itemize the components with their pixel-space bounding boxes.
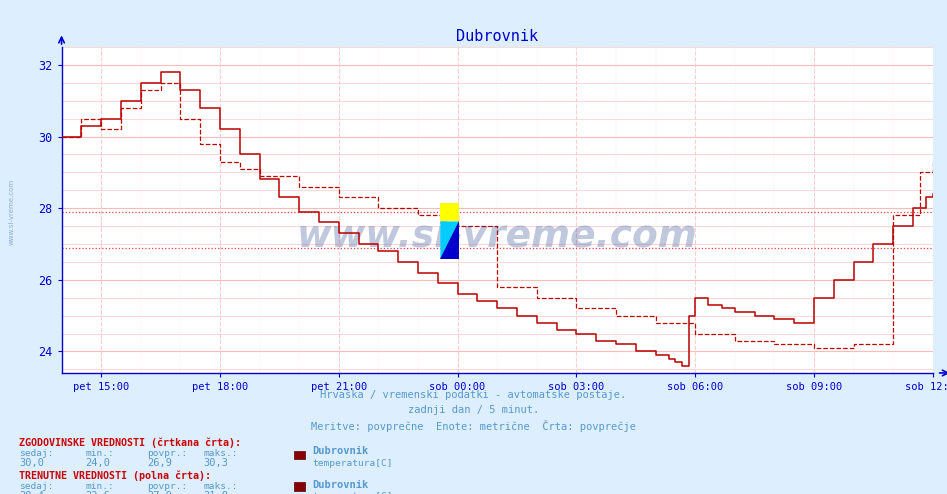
Bar	[440, 203, 459, 221]
Text: maks.:: maks.:	[204, 482, 238, 491]
Text: TRENUTNE VREDNOSTI (polna črta):: TRENUTNE VREDNOSTI (polna črta):	[19, 471, 211, 481]
Text: sedaj:: sedaj:	[19, 449, 53, 458]
Text: 31,8: 31,8	[204, 491, 228, 494]
Text: 30,0: 30,0	[19, 458, 44, 468]
Text: maks.:: maks.:	[204, 449, 238, 458]
Text: Dubrovnik: Dubrovnik	[313, 447, 368, 456]
Text: 26,9: 26,9	[147, 458, 171, 468]
Text: Dubrovnik: Dubrovnik	[313, 480, 368, 490]
Text: Meritve: povprečne  Enote: metrične  Črta: povprečje: Meritve: povprečne Enote: metrične Črta:…	[311, 420, 636, 432]
Text: 30,3: 30,3	[204, 458, 228, 468]
Text: zadnji dan / 5 minut.: zadnji dan / 5 minut.	[408, 406, 539, 415]
Text: temperatura[C]: temperatura[C]	[313, 459, 393, 468]
Text: 28,4: 28,4	[19, 491, 44, 494]
Text: povpr.:: povpr.:	[147, 449, 188, 458]
Text: 23,6: 23,6	[85, 491, 110, 494]
Text: min.:: min.:	[85, 482, 114, 491]
Text: povpr.:: povpr.:	[147, 482, 188, 491]
Text: www.si-vreme.com: www.si-vreme.com	[9, 179, 14, 246]
Text: Hrvaška / vremenski podatki - avtomatske postaje.: Hrvaška / vremenski podatki - avtomatske…	[320, 389, 627, 400]
Polygon shape	[440, 221, 459, 259]
Text: 27,9: 27,9	[147, 491, 171, 494]
Text: min.:: min.:	[85, 449, 114, 458]
Text: ZGODOVINSKE VREDNOSTI (črtkana črta):: ZGODOVINSKE VREDNOSTI (črtkana črta):	[19, 437, 241, 448]
Text: sedaj:: sedaj:	[19, 482, 53, 491]
Text: temperatura[C]: temperatura[C]	[313, 492, 393, 494]
Text: www.si-vreme.com: www.si-vreme.com	[296, 218, 698, 254]
Title: Dubrovnik: Dubrovnik	[456, 29, 538, 44]
Polygon shape	[440, 221, 459, 259]
Text: 24,0: 24,0	[85, 458, 110, 468]
